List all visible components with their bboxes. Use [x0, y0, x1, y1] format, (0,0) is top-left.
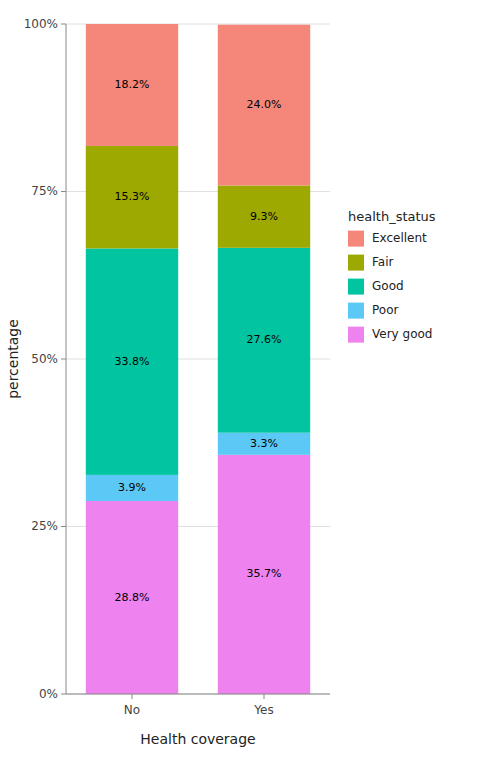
tick-mark: [61, 24, 66, 25]
bar: [218, 25, 310, 186]
tick-mark: [61, 526, 66, 527]
legend: health_status Excellent Fair Good Poor Very g…: [348, 209, 436, 343]
data-label: 3.3%: [250, 437, 278, 450]
bar: [86, 146, 178, 249]
legend-label: Good: [372, 279, 404, 293]
legend-swatch: [348, 279, 364, 295]
tick-label: 100%: [24, 17, 58, 31]
data-label: 24.0%: [247, 98, 282, 111]
category-label: No: [124, 703, 140, 717]
x-tick-mark: [132, 694, 133, 699]
data-label: 9.3%: [250, 210, 278, 223]
tick-mark: [61, 694, 66, 695]
legend-swatch: [348, 255, 364, 271]
y-axis-title: percentage: [5, 319, 21, 399]
tick-label: 75%: [31, 184, 58, 198]
category-label: Yes: [253, 703, 273, 717]
bar: [86, 24, 178, 146]
data-label: 33.8%: [115, 355, 150, 368]
chart: 0% 25% 50% 75% 100% 28.8% 35.7% 3.9% 3.3% 33.8% 27…: [0, 0, 480, 768]
legend-label: Very good: [372, 327, 432, 341]
tick-label: 50%: [31, 352, 58, 366]
data-label: 28.8%: [115, 591, 150, 604]
legend-label: Fair: [372, 255, 393, 269]
bar: [218, 433, 310, 455]
tick-label: 25%: [31, 519, 58, 533]
bar: [218, 455, 310, 694]
legend-swatch: [348, 231, 364, 247]
legend-swatch: [348, 327, 364, 343]
legend-title: health_status: [348, 209, 436, 224]
bar: [86, 475, 178, 501]
bar: [218, 185, 310, 247]
data-label: 3.9%: [118, 481, 146, 494]
x-tick-mark: [264, 694, 265, 699]
x-axis-line: [66, 694, 330, 695]
tick-label: 0%: [39, 687, 58, 701]
data-labels: 28.8% 35.7% 3.9% 3.3% 33.8% 27.6% 15.3% 9.3% 18.…: [115, 78, 282, 604]
y-axis-line: [66, 24, 67, 694]
data-label: 27.6%: [247, 333, 282, 346]
x-axis-title: Health coverage: [140, 731, 255, 747]
legend-label: Poor: [372, 303, 398, 317]
legend-swatch: [348, 303, 364, 319]
bar: [86, 501, 178, 694]
tick-mark: [61, 359, 66, 360]
legend-label: Excellent: [372, 231, 427, 245]
data-label: 18.2%: [115, 78, 150, 91]
bar: [86, 248, 178, 474]
tick-mark: [61, 191, 66, 192]
data-label: 15.3%: [115, 190, 150, 203]
data-label: 35.7%: [247, 567, 282, 580]
bar: [218, 248, 310, 433]
grid-line: [66, 694, 330, 695]
bars: [86, 24, 310, 694]
